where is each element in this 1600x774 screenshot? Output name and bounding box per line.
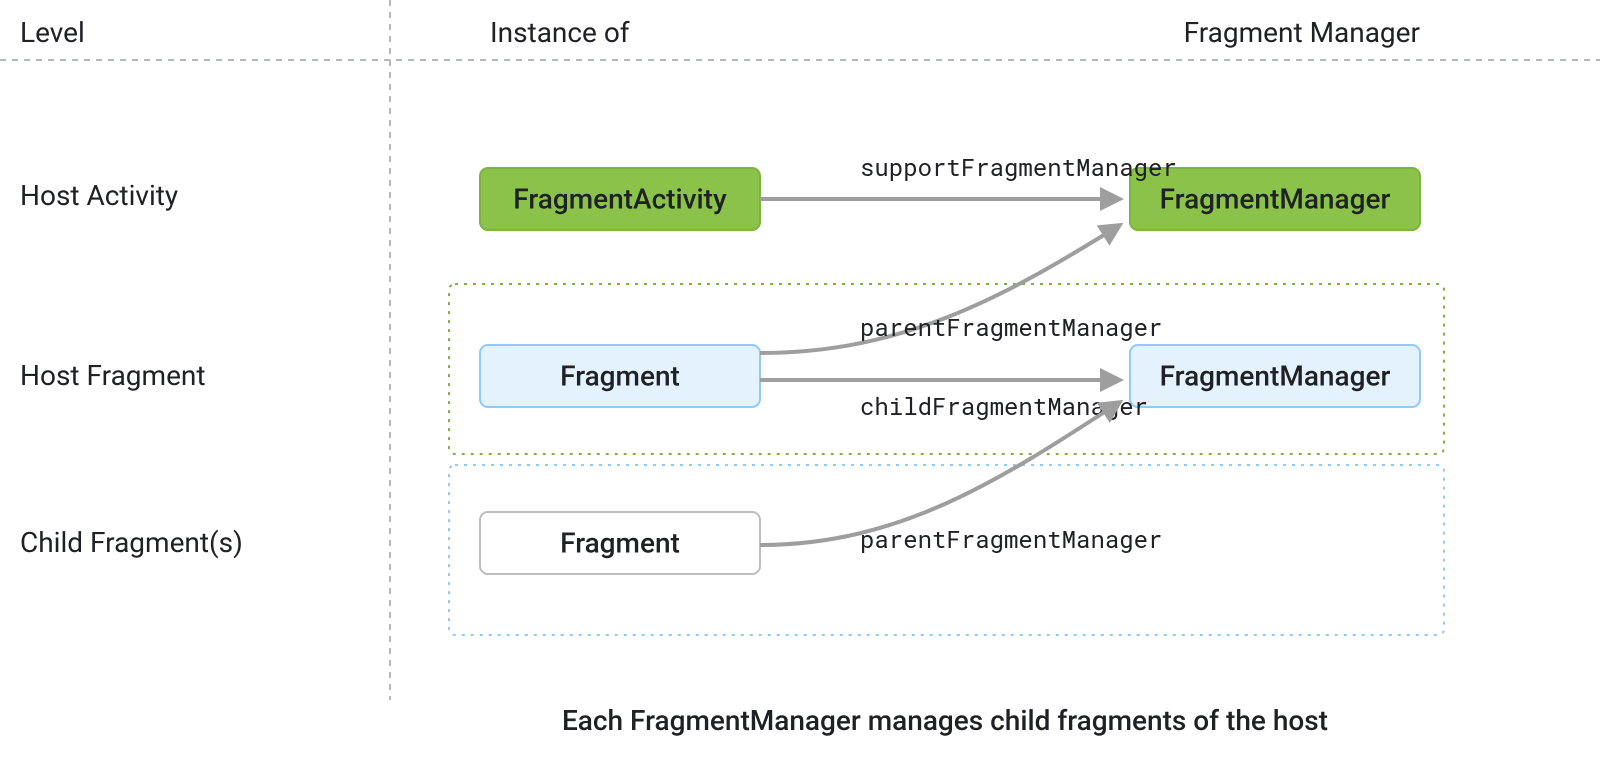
box-child-fragment: Fragment	[480, 512, 760, 574]
edge-child-fm-label: childFragmentManager	[860, 390, 1148, 422]
header-level: Level	[20, 16, 85, 49]
row-child-fragment: Child Fragment(s)	[20, 526, 243, 559]
edge-parent-fm-2-label: parentFragmentManager	[860, 523, 1162, 555]
box-host-fragment-manager: FragmentManager	[1130, 345, 1420, 407]
caption: Each FragmentManager manages child fragm…	[562, 704, 1328, 737]
box-host-fragment-manager-label: FragmentManager	[1160, 360, 1391, 393]
box-fragment-activity: FragmentActivity	[480, 168, 760, 230]
header-instance: Instance of	[490, 16, 630, 49]
row-host-activity: Host Activity	[20, 179, 178, 212]
box-host-fragment: Fragment	[480, 345, 760, 407]
edge-support-fm-label: supportFragmentManager	[860, 151, 1177, 183]
box-host-fragment-label: Fragment	[560, 360, 680, 393]
row-host-fragment: Host Fragment	[20, 359, 206, 392]
box-activity-manager-label: FragmentManager	[1160, 183, 1391, 216]
box-child-fragment-label: Fragment	[560, 527, 680, 560]
box-fragment-activity-label: FragmentActivity	[513, 183, 727, 216]
header-manager: Fragment Manager	[1184, 16, 1421, 49]
edge-parent-fm-1-label: parentFragmentManager	[860, 311, 1162, 343]
